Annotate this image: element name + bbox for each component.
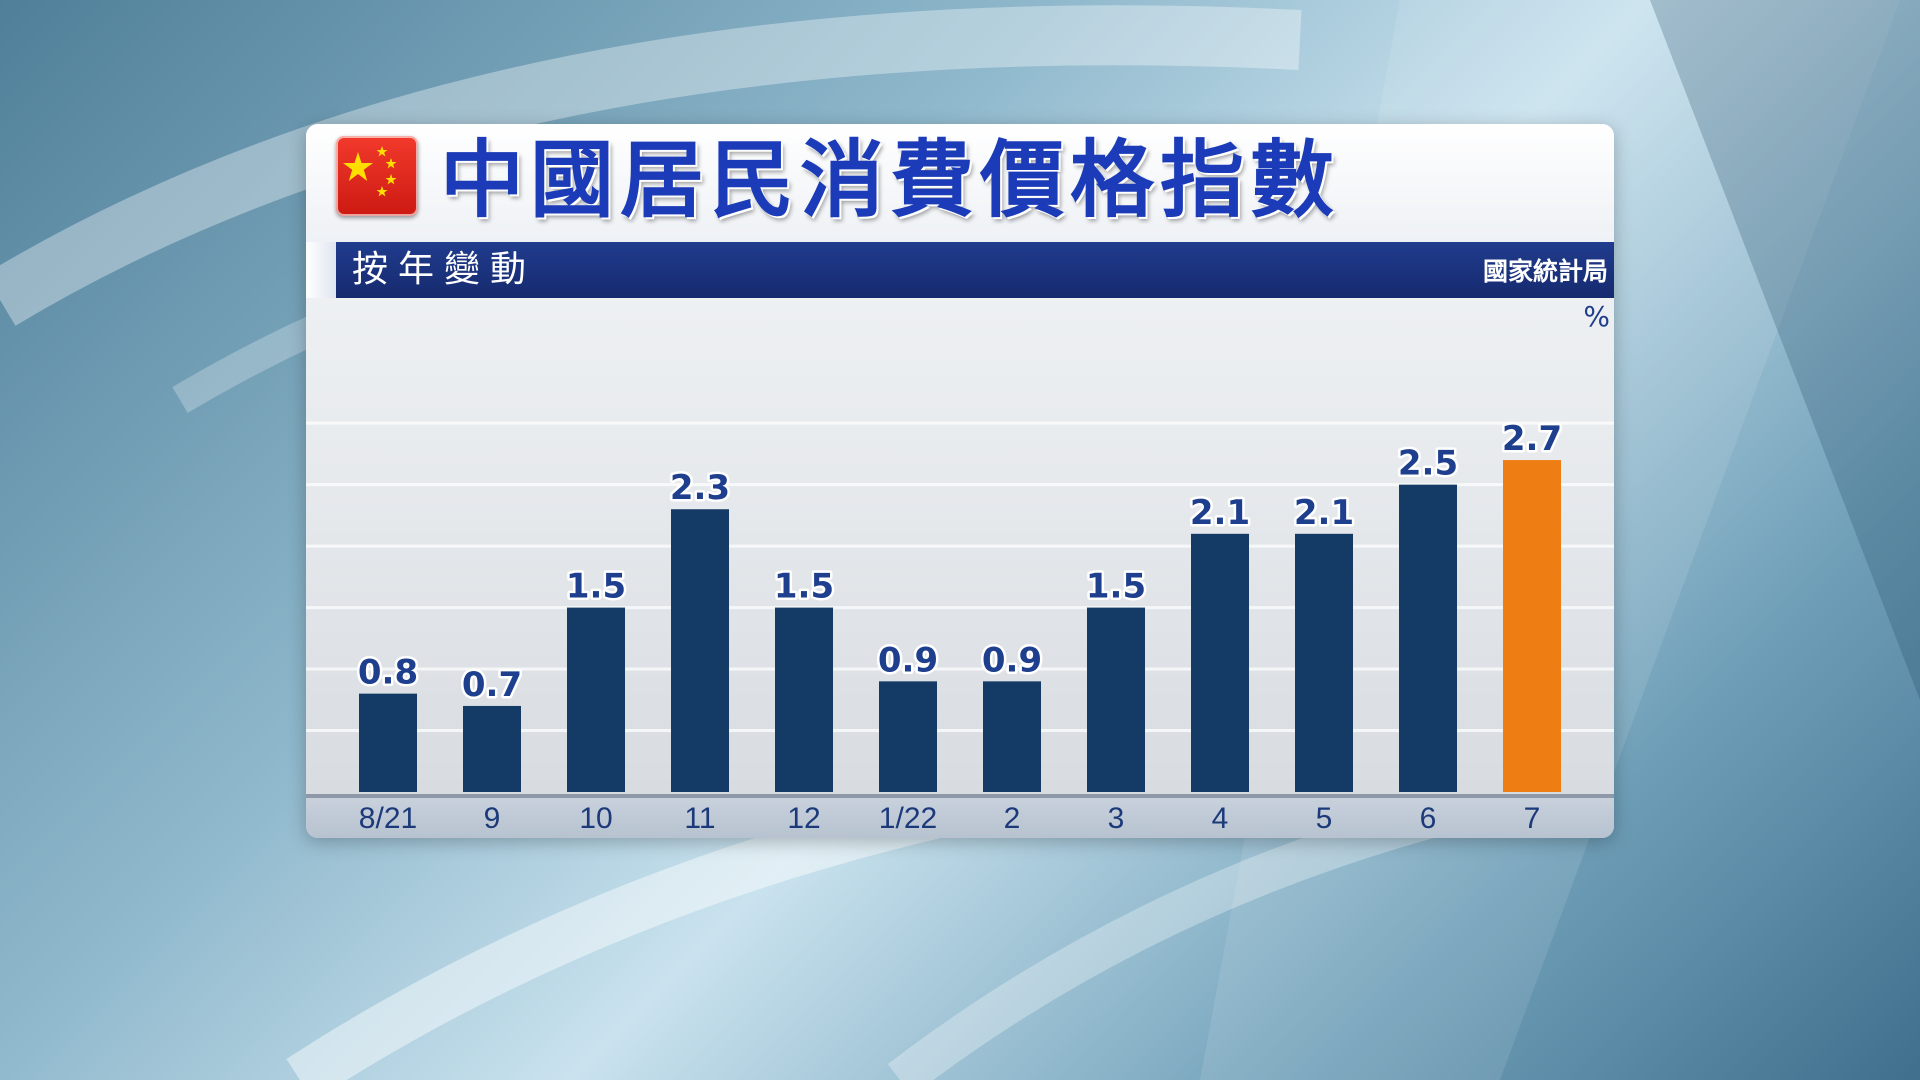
chart-subtitle: 按年變動 bbox=[352, 249, 537, 290]
title-area: 中國居民消費價格指數 bbox=[306, 124, 1614, 242]
category-label-0: 8/21 bbox=[359, 802, 417, 835]
bar-5 bbox=[879, 681, 937, 792]
unit-label: % bbox=[1583, 300, 1610, 333]
bar-10 bbox=[1399, 484, 1457, 792]
value-label-9: 2.1 bbox=[1294, 493, 1354, 533]
x-axis-band bbox=[306, 794, 1614, 838]
category-label-1: 9 bbox=[484, 802, 501, 835]
value-label-3: 2.3 bbox=[670, 468, 730, 508]
subtitle-accent bbox=[306, 242, 336, 298]
value-label-2: 1.5 bbox=[566, 567, 626, 607]
bar-4 bbox=[775, 607, 833, 792]
bar-9 bbox=[1295, 533, 1353, 792]
value-label-4: 1.5 bbox=[774, 567, 834, 607]
category-label-9: 5 bbox=[1316, 802, 1333, 835]
bar-6 bbox=[983, 681, 1041, 792]
bar-chart: 0.8 8/21 0.7 9 1.5 10 2.3 11 1.5 12 0.9 1/22 0.9 2 1.5… bbox=[306, 417, 1614, 835]
bar-8 bbox=[1191, 533, 1249, 792]
value-label-1: 0.7 bbox=[462, 665, 522, 705]
data-source: 國家統計局 bbox=[1482, 257, 1608, 286]
bar-11 bbox=[1503, 460, 1561, 792]
category-label-2: 10 bbox=[579, 802, 612, 835]
category-label-3: 11 bbox=[684, 802, 715, 835]
category-label-5: 1/22 bbox=[879, 802, 937, 835]
subtitle-bar: 按年變動 國家統計局 bbox=[306, 242, 1614, 298]
bar-1 bbox=[463, 705, 521, 792]
value-label-7: 1.5 bbox=[1086, 567, 1146, 607]
bar-3 bbox=[671, 509, 729, 792]
value-label-6: 0.9 bbox=[982, 640, 1042, 680]
bar-2 bbox=[567, 607, 625, 792]
category-label-6: 2 bbox=[1004, 802, 1021, 835]
value-label-10: 2.5 bbox=[1398, 444, 1458, 484]
value-label-5: 0.9 bbox=[878, 640, 938, 680]
value-label-0: 0.8 bbox=[358, 653, 418, 693]
category-label-7: 3 bbox=[1108, 802, 1125, 835]
chart-title: 中國居民消費價格指數 bbox=[440, 131, 1341, 229]
category-label-8: 4 bbox=[1212, 802, 1229, 835]
bar-0 bbox=[359, 693, 417, 792]
category-label-4: 12 bbox=[787, 802, 820, 835]
category-label-10: 6 bbox=[1420, 802, 1437, 835]
value-label-8: 2.1 bbox=[1190, 493, 1250, 533]
value-label-11: 2.7 bbox=[1502, 419, 1562, 459]
chart-card: 中國居民消費價格指數 按年變動 國家統計局 % 0.8 8/21 0.7 9 1.5 10… bbox=[306, 124, 1614, 838]
china-flag-icon bbox=[336, 136, 418, 216]
category-label-11: 7 bbox=[1524, 802, 1541, 835]
bar-7 bbox=[1087, 607, 1145, 792]
